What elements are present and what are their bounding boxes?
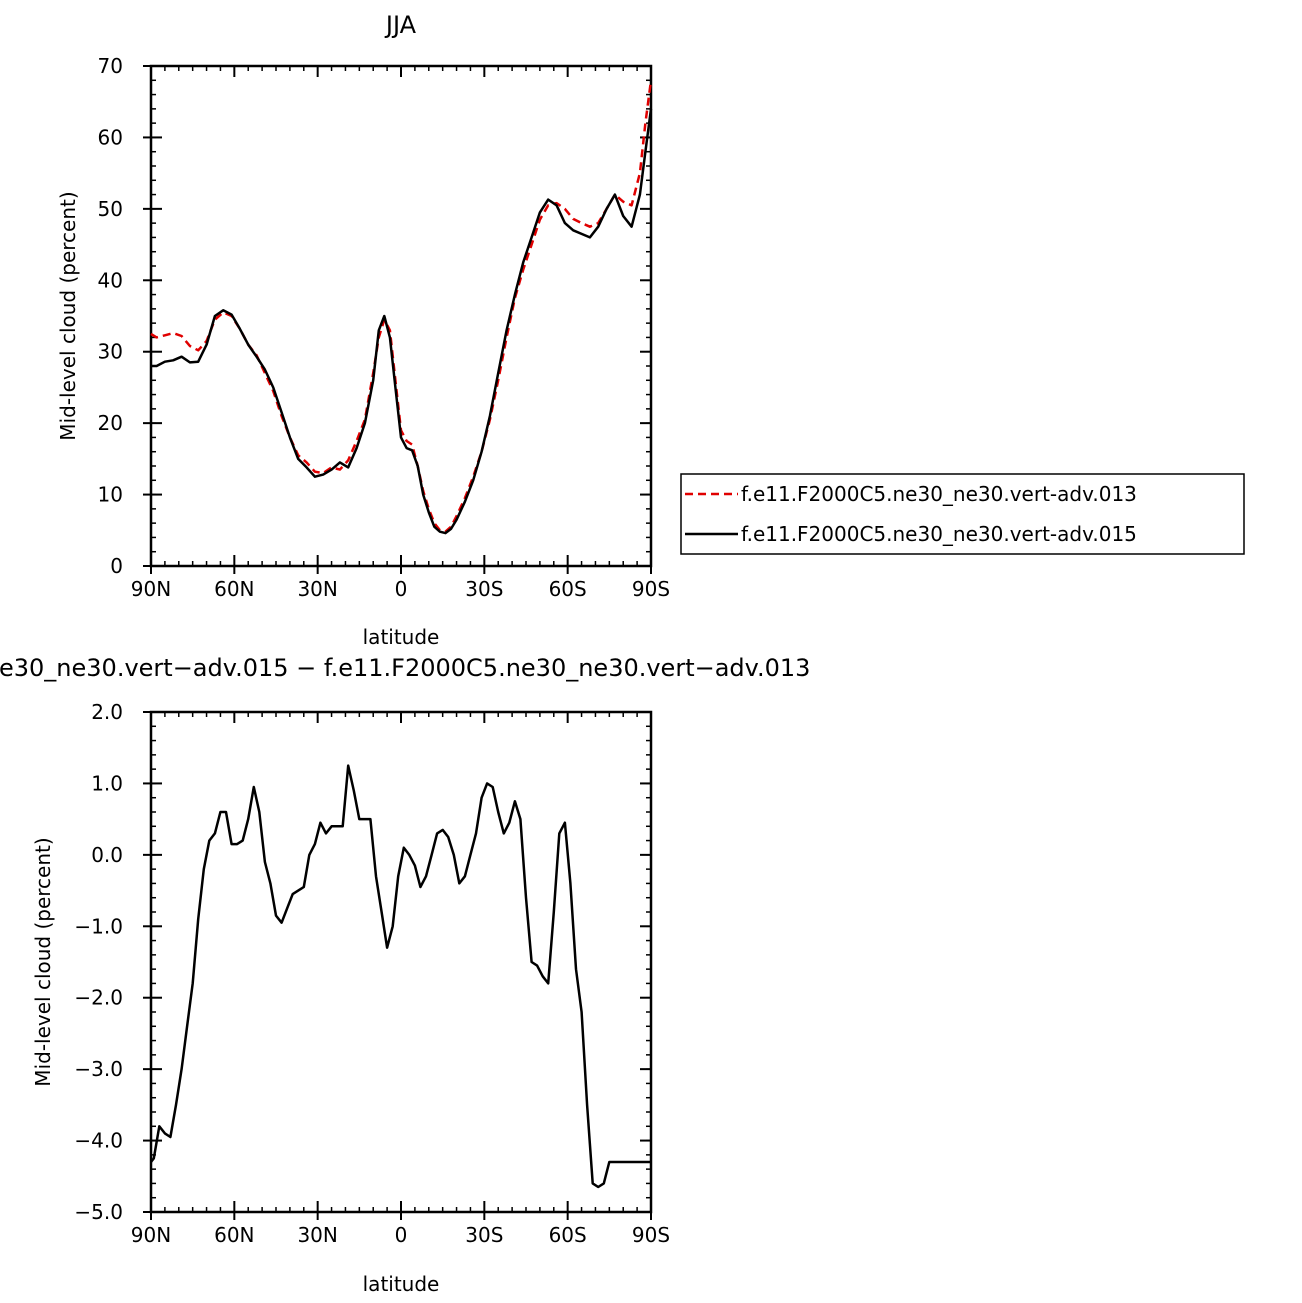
top-y-tick-label: 40 — [98, 268, 123, 292]
top-x-tick-label: 30S — [465, 577, 503, 601]
top-x-tick-label: 0 — [395, 577, 408, 601]
top-panel: JJA Mid-level cloud (percent) latitude 9… — [56, 11, 1245, 649]
top-y-tick-label: 50 — [98, 197, 123, 221]
top-x-tick-label: 60S — [549, 577, 587, 601]
legend-box — [680, 473, 1245, 555]
top-x-tick-label: 60N — [214, 577, 254, 601]
top-chart-title: JJA — [384, 11, 417, 39]
bottom-y-axis-label: Mid-level cloud (percent) — [31, 837, 55, 1086]
bottom-x-tick-label: 90S — [632, 1223, 670, 1247]
bottom-y-tick-label: −1.0 — [74, 914, 123, 938]
top-x-tick-label: 30N — [297, 577, 337, 601]
top-x-axis-label: latitude — [363, 625, 440, 649]
legend-label-series-2: f.e11.F2000C5.ne30_ne30.vert-adv.015 — [741, 522, 1137, 546]
bottom-plot-area: 90N 60N 30N 0 30S 60S 90S 2.0 1.0 0.0 −1.0 −2.0 −3.0… — [74, 700, 670, 1247]
bottom-x-tick-label: 30S — [465, 1223, 503, 1247]
top-series-line-2 — [151, 108, 653, 535]
bottom-y-tick-label: −4.0 — [74, 1129, 123, 1153]
top-x-tick-label: 90S — [632, 577, 670, 601]
bottom-x-tick-label: 60S — [549, 1223, 587, 1247]
legend-label-series-1: f.e11.F2000C5.ne30_ne30.vert-adv.013 — [741, 482, 1137, 506]
bottom-y-tick-label: 2.0 — [91, 700, 123, 724]
bottom-y-tick-label: 0.0 — [91, 843, 123, 867]
top-y-tick-label: 10 — [98, 483, 123, 507]
bottom-y-tick-label: 1.0 — [91, 771, 123, 795]
top-y-tick-label: 60 — [98, 125, 123, 149]
legend: f.e11.F2000C5.ne30_ne30.vert-adv.013 f.e… — [680, 473, 1245, 555]
bottom-chart-title: e30_ne30.vert−adv.015 − f.e11.F2000C5.ne… — [0, 654, 810, 682]
bottom-x-tick-label: 60N — [214, 1223, 254, 1247]
bottom-y-tick-label: −5.0 — [74, 1200, 123, 1224]
top-plot-area: 90N 60N 30N 0 30S 60S 90S 0 10 20 30 40 50 60 70 — [98, 54, 671, 601]
top-y-tick-label: 0 — [110, 554, 123, 578]
top-plot-frame — [149, 64, 653, 568]
top-x-tick-label: 90N — [131, 577, 171, 601]
bottom-x-tick-label: 90N — [131, 1223, 171, 1247]
top-series-line-1 — [150, 80, 653, 533]
top-y-tick-label: 30 — [98, 340, 123, 364]
bottom-y-tick-label: −2.0 — [74, 986, 123, 1010]
bottom-y-tick-label: −3.0 — [74, 1057, 123, 1081]
bottom-panel: e30_ne30.vert−adv.015 − f.e11.F2000C5.ne… — [0, 654, 810, 1296]
bottom-x-tick-label: 0 — [395, 1223, 408, 1247]
bottom-series-line-1 — [150, 764, 651, 1189]
bottom-x-axis-label: latitude — [363, 1272, 440, 1296]
top-y-axis-label: Mid-level cloud (percent) — [56, 191, 80, 440]
bottom-x-tick-label: 30N — [297, 1223, 337, 1247]
top-y-tick-label: 20 — [98, 411, 123, 435]
top-y-tick-label: 70 — [98, 54, 123, 78]
